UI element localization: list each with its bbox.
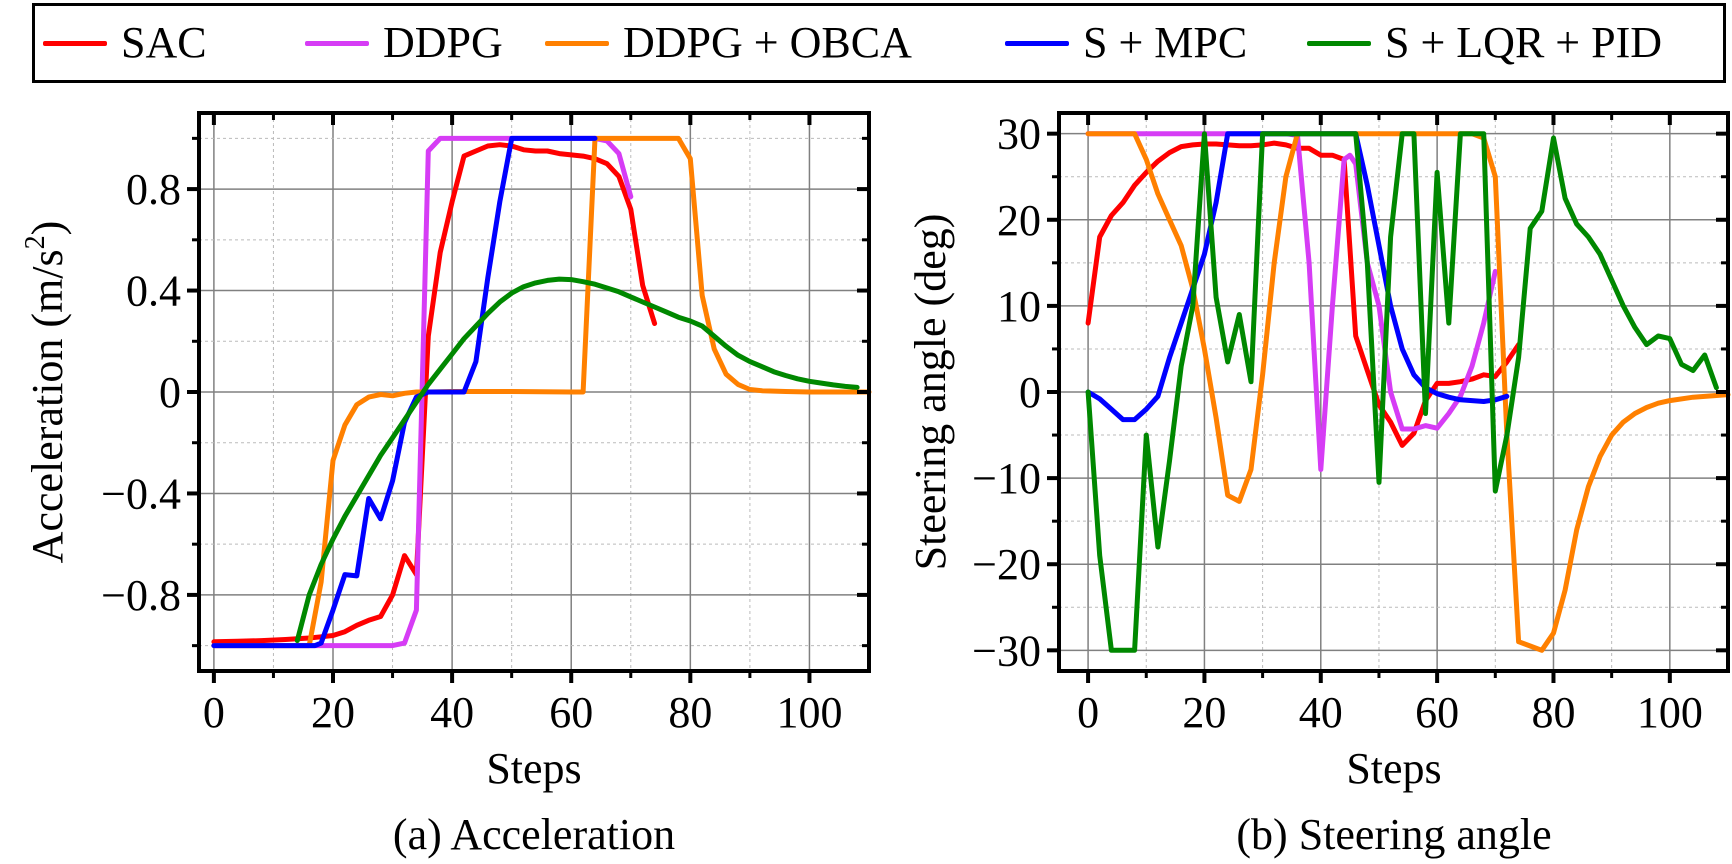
legend-item-ddpg-obca: DDPG + OBCA — [545, 6, 912, 80]
steering-series — [1085, 131, 1731, 653]
acceleration-caption: (a) Acceleration — [393, 810, 675, 859]
acceleration-x-tick-label: 60 — [549, 688, 593, 737]
acceleration-series-ddpg-obca — [211, 135, 872, 649]
acceleration-series-sac — [211, 142, 658, 645]
acceleration-y-tick-label: −0.8 — [101, 571, 181, 620]
steering-x-tick-label: 40 — [1299, 688, 1343, 737]
legend-swatch-s-mpc — [1005, 40, 1069, 46]
acceleration-y-tick-label: 0.4 — [126, 267, 181, 316]
steering-y-tick-label: −10 — [972, 454, 1041, 503]
acceleration-y-axis-title-main: Acceleration (m/s — [23, 249, 72, 563]
legend-item-ddpg: DDPG — [305, 6, 503, 80]
acceleration-y-axis-title-end: ) — [23, 221, 72, 236]
steering-x-tick-label: 0 — [1077, 688, 1099, 737]
acceleration-x-tick-label: 20 — [311, 688, 355, 737]
steering-y-axis-title: Steering angle (deg) — [906, 214, 955, 571]
acceleration-y-axis-title: Acceleration (m/s2) — [20, 221, 72, 564]
legend-label-sac: SAC — [121, 18, 207, 67]
legend-item-sac: SAC — [43, 6, 207, 80]
steering-y-tick-label: 10 — [997, 282, 1041, 331]
legend: SAC DDPG DDPG + OBCA S + MPC S + LQR + P… — [32, 3, 1726, 83]
acceleration-y-tick-label: 0.8 — [126, 165, 181, 214]
steering-caption: (b) Steering angle — [1236, 810, 1551, 859]
steering-y-tick-label: 20 — [997, 196, 1041, 245]
steering-x-tick-label: 20 — [1182, 688, 1226, 737]
steering-series-s-lqr-pid — [1085, 131, 1719, 653]
steering-x-axis-title: Steps — [1346, 744, 1441, 793]
acceleration-x-tick-label: 80 — [668, 688, 712, 737]
steering-x-tick-label: 60 — [1415, 688, 1459, 737]
steering-x-tick-label: 100 — [1637, 688, 1703, 737]
steering-y-tick-label: 30 — [997, 110, 1041, 159]
legend-item-s-mpc: S + MPC — [1005, 6, 1247, 80]
legend-label-s-lqr-pid: S + LQR + PID — [1385, 18, 1662, 67]
steering-y-tick-label: −20 — [972, 540, 1041, 589]
steering-x-tick-label: 80 — [1531, 688, 1575, 737]
acceleration-grid — [199, 113, 869, 671]
acceleration-series-s-lqr-pid — [294, 276, 860, 644]
acceleration-x-tick-label: 0 — [203, 688, 225, 737]
legend-label-s-mpc: S + MPC — [1083, 18, 1248, 67]
acceleration-x-axis-title: Steps — [486, 744, 581, 793]
legend-item-s-lqr-pid: S + LQR + PID — [1307, 6, 1662, 80]
acceleration-y-axis-title-sup: 2 — [20, 235, 51, 249]
acceleration-x-tick-label: 40 — [430, 688, 474, 737]
steering-series-ddpg-obca — [1085, 131, 1731, 653]
acceleration-ticks: 0 20 40 60 80 100 0.8 0.4 0 −0.4 −0.8 — [101, 113, 869, 737]
legend-swatch-ddpg-obca — [545, 40, 609, 46]
acceleration-x-tick-label: 100 — [776, 688, 842, 737]
acceleration-chart: 0 20 40 60 80 100 0.8 0.4 0 −0.4 −0.8 Steps Accele… — [20, 111, 872, 859]
acceleration-y-tick-label: 0 — [159, 368, 181, 417]
acceleration-y-tick-label: −0.4 — [101, 469, 181, 518]
legend-swatch-ddpg — [305, 40, 369, 46]
steering-y-tick-label: 0 — [1019, 368, 1041, 417]
acceleration-series — [211, 135, 872, 649]
steering-y-tick-label: −30 — [972, 626, 1041, 675]
legend-label-ddpg: DDPG — [383, 18, 503, 67]
legend-label-ddpg-obca: DDPG + OBCA — [623, 18, 912, 67]
legend-swatch-s-lqr-pid — [1307, 40, 1371, 46]
steering-series-sac — [1085, 140, 1522, 448]
legend-swatch-sac — [43, 40, 107, 46]
